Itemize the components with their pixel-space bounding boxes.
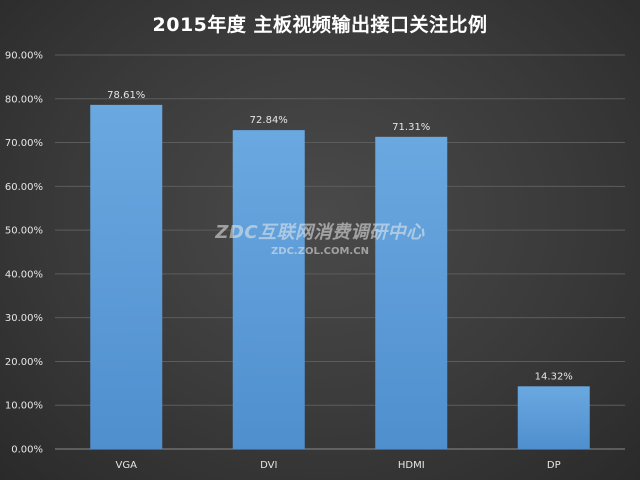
y-tick-label: 90.00% — [5, 51, 43, 62]
x-tick-label: VGA — [116, 460, 138, 471]
chart-title: 2015年度 主板视频输出接口关注比例 — [152, 14, 488, 36]
bar-dp — [517, 386, 590, 449]
data-label: 78.61% — [107, 90, 145, 101]
y-tick-label: 30.00% — [5, 313, 43, 324]
y-tick-label: 40.00% — [5, 269, 43, 280]
x-tick-label: DP — [547, 460, 561, 471]
bar-vga — [90, 104, 163, 450]
y-tick-label: 0.00% — [11, 445, 43, 456]
data-label: 71.31% — [392, 122, 430, 133]
bar-dvi — [232, 130, 305, 449]
bar-hdmi — [375, 136, 448, 449]
x-tick-label: HDMI — [398, 460, 425, 471]
y-tick-label: 10.00% — [5, 401, 43, 412]
y-tick-label: 60.00% — [5, 182, 43, 193]
watermark-text: ZDC互联网消费调研中心 — [215, 222, 425, 243]
y-tick-label: 70.00% — [5, 138, 43, 149]
y-tick-label: 20.00% — [5, 357, 43, 368]
x-tick-label: DVI — [260, 460, 277, 471]
y-tick-label: 80.00% — [5, 94, 43, 105]
y-tick-label: 50.00% — [5, 226, 43, 237]
data-label: 72.84% — [250, 115, 288, 126]
data-label: 14.32% — [535, 371, 573, 382]
watermark-url: ZDC.ZOL.COM.CN — [271, 246, 369, 257]
